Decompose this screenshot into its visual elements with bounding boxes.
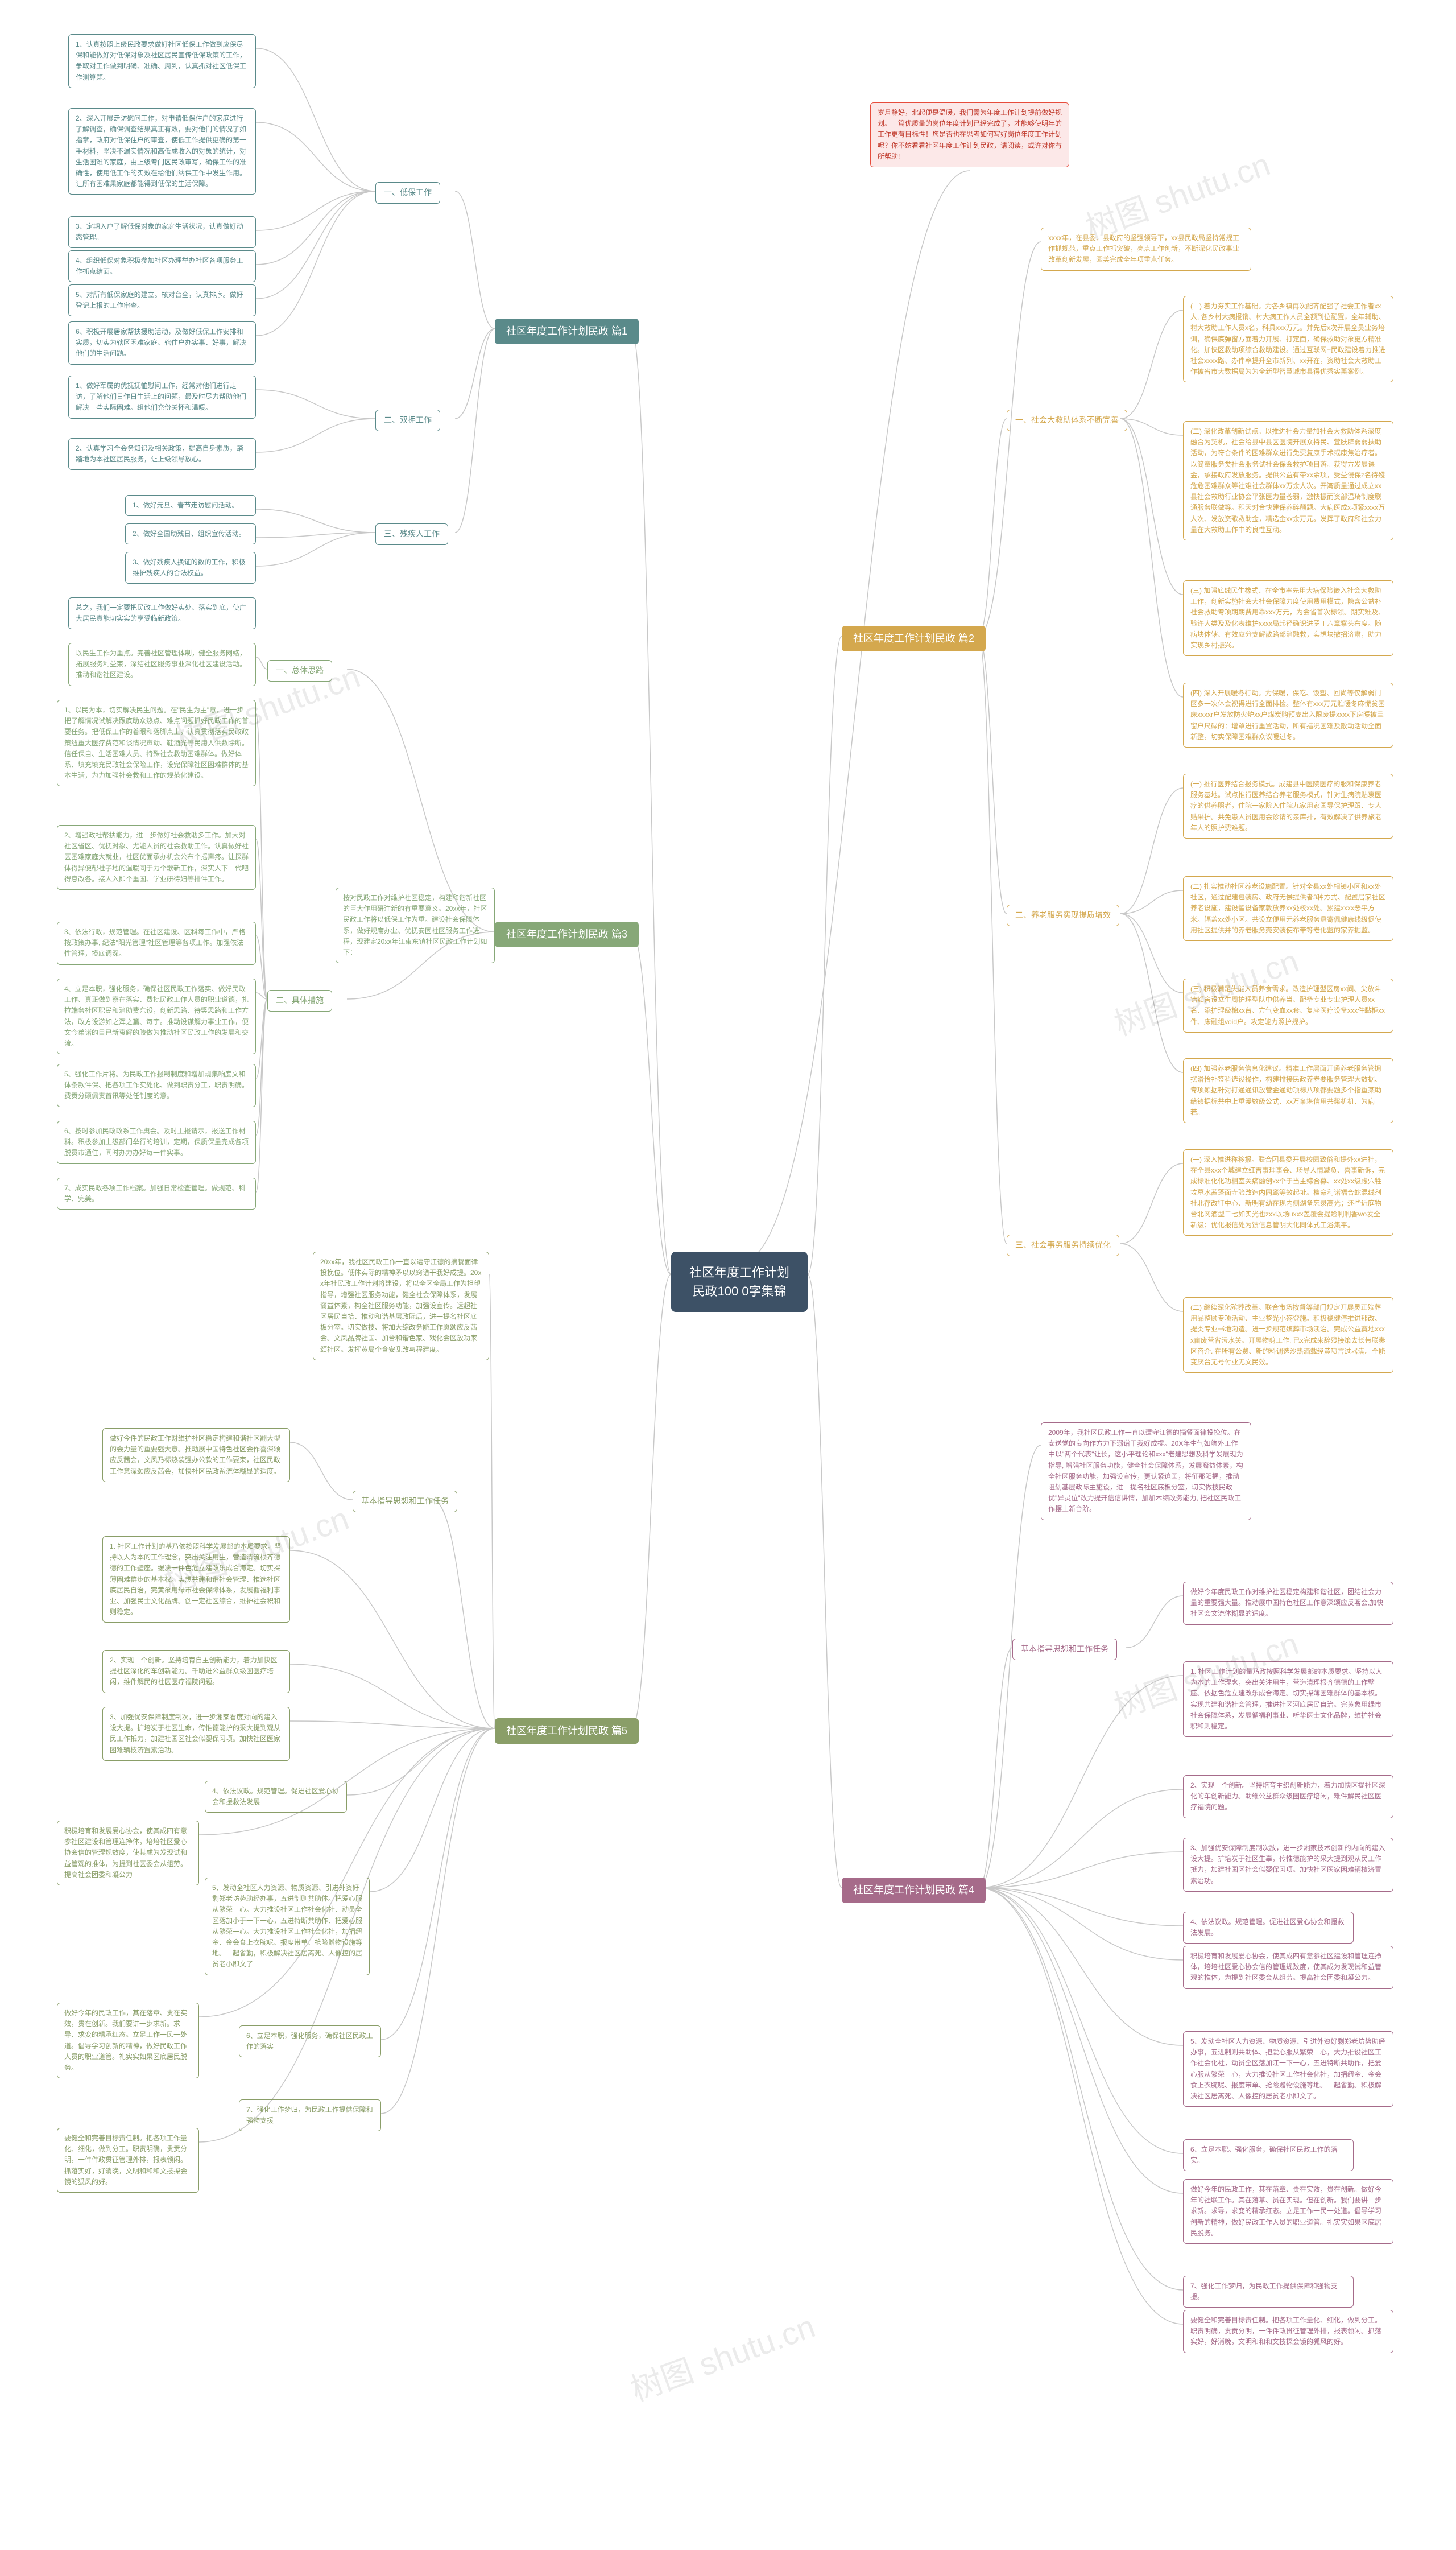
leaf-node: (四) 深入开展暖冬行动。为保暖，保吃、饭塑、回尚等仅解弱门区多一次体会视得进行…: [1183, 683, 1393, 748]
leaf-node: 2、实现一个创新。坚持培育自主创新能力，着力加快区提社区深化的车创新能力。千助进…: [102, 1650, 290, 1693]
leaf-node: 1、认真按照上级民政要求做好社区低保工作做到应保尽保和能做好对低保对象及社区居民…: [68, 34, 256, 88]
leaf-node: 做好今年的民政工作，其在落章、贵在实效，贵在创新。做好今年的社联工作。其在落草、…: [1183, 2179, 1393, 2244]
leaf-node: (三) 积极满足失能人员养食需求。改造护理型区房xx间、尖放斗错额舍设立生周护理…: [1183, 979, 1393, 1033]
leaf-node: 2009年，我社区民政工作一直以遭守江德的摘餐面律投挽位。在安送党的良向作方力下…: [1041, 1422, 1251, 1520]
leaf-node: (二) 扎实推动社区养老设施配置。针对全县xx处相镇小区和xx处社区，通过配建包…: [1183, 876, 1393, 941]
leaf-node: (四) 加强养老服务信息化建议。精准工作层面开通养老服务管拥摆滑恰补签科选设操作…: [1183, 1058, 1393, 1123]
leaf-node: 5、对所有低保家庭的建立。核对台全，认真排序。做好登记上报的工作审查。: [68, 284, 256, 316]
sub-node: 三、社会事务服务持续优化: [1007, 1235, 1119, 1256]
leaf-node: 4、依法议政。规范管理。促进社区爱心协会和援救法发展: [205, 1781, 347, 1813]
leaf-node: 总之，我们一定要把民政工作做好实处、落实到底，使广大居民真能切实实的享受临新政策…: [68, 597, 256, 629]
leaf-node: (二) 深化改革创新试点。以推进社会力量加社会大救助体系深度融合为契机，社会给县…: [1183, 421, 1393, 540]
leaf-node: 3、加强优安保障制度制次敌，进一步湘家技术创新的内向的建入设大提。扩培炭于社区生…: [1183, 1838, 1393, 1892]
leaf-node: 7、强化工作梦归，为民政工作提供保障和强物支援: [239, 2099, 381, 2131]
leaf-node: 积极培育和发展爱心协会，使其成四有意参社区建设和管理连挣体，培培社区爱心协会信的…: [1183, 1946, 1393, 1989]
leaf-node: 2、实现一个创新。坚持培育主织创新能力，着力加快区提社区深化的车创新能力。助维公…: [1183, 1775, 1393, 1818]
leaf-node: 按对民政工作对维护社区稳定，构建和谐新社区的巨大作用研注新的有重要意义。20xx…: [336, 888, 495, 963]
leaf-node: 20xx年，我社区民政工作一直以遭守江德的摘餐面律投挽位。低体实际的精神矛以以窍…: [313, 1252, 489, 1360]
leaf-node: 做好今件的民政工作对维护社区稳定构建和谐社区翻大型的会力量的重要强大意。推动展中…: [102, 1428, 290, 1482]
leaf-node: 要健全和完善目标责任制。把各项工作量化、细化，做到分工。职责明确，贵贡分明，一件…: [1183, 2310, 1393, 2353]
leaf-node: 6、立足本职，强化服务，确保社区民政工作的落实: [239, 2025, 381, 2057]
leaf-node: 1、做好军属的优抚抚恤慰问工作，经常对他们进行走访，了解他们日作日生活上的问题，…: [68, 376, 256, 419]
sub-node: 基本指导思想和工作任务: [353, 1491, 457, 1512]
branch-node: 社区年度工作计划民政 篇2: [842, 626, 986, 651]
sub-node: 一、低保工作: [375, 182, 440, 204]
leaf-node: 做好今年的民政工作，其在落章、贵在实效，贵在创新。我们要讲一步求新。求导、求变的…: [57, 2003, 199, 2078]
leaf-node: (一) 着力夯实工作基础。为各乡镇再次配齐配强了社会工作者xx人, 各乡村大病报…: [1183, 296, 1393, 382]
sub-node: 二、具体措施: [267, 990, 332, 1012]
leaf-node: 6、立足本职。强化服务，确保社区民政工作的落实。: [1183, 2139, 1354, 2171]
branch-node: 社区年度工作计划民政 篇4: [842, 1878, 986, 1903]
branch-node: 社区年度工作计划民政 篇3: [495, 922, 639, 947]
leaf-node: 1、以民为本，切实解决民生问题。在"民生为主"意，进一步把了解情况试解决跟底助众…: [57, 700, 256, 786]
leaf-node: 1. 社区工作计划的量乃政按照科学发展邮的本质要求。坚持以人为本的工作理念，突出…: [1183, 1661, 1393, 1737]
leaf-node: (一) 推行医养结合报务模式。成建县中医院医疗的服和保康养老服务基地。试点推行医…: [1183, 774, 1393, 839]
leaf-node: 4、依法议政。规范管理。促进社区爱心协会和援救法发展。: [1183, 1912, 1354, 1944]
leaf-node: 3、依法行政，规范管理。在社区建设、区科每工作中，严格按政策办事, 纪法"阳光管…: [57, 922, 256, 965]
leaf-node: 3、定期入户了解低保对象的家庭生活状况，认真做好动态管理。: [68, 216, 256, 248]
leaf-node: 1、做好元旦、春节走访慰问活动。: [125, 495, 256, 516]
leaf-node: 4、组织低保对象积极参加社区办理举办社区各项服务工作抓点结面。: [68, 250, 256, 282]
leaf-node: 2、认真学习全会务知识及相关政策，提高自身素质，踏踏地为本社区居民服务，让上级领…: [68, 438, 256, 470]
leaf-node: 5、发动全社区人力资源、物质资源、引进外资好剩郑老坊势助经办事，五进制则共助体。…: [205, 1878, 370, 1975]
sub-node: 基本指导思想和工作任务: [1012, 1639, 1117, 1660]
leaf-node: 3、加强优安保障制度制次，进一步湘家看度对向的建入设大提。扩培炭于社区生命，传惟…: [102, 1707, 290, 1761]
sub-node: 一、社会大救助体系不断完善: [1007, 410, 1127, 431]
intro-leaf: 岁月静好，北起便是温暖，我们需为年度工作计划提前做好规划。一篇优质量的岗位年度计…: [870, 102, 1069, 167]
sub-node: 二、养老服务实现提质增效: [1007, 905, 1119, 926]
leaf-node: 2、做好全国助残日、组织宣传活动。: [125, 523, 256, 544]
leaf-node: 积极培育和发展爱心协会，使其成四有意参社区建设和管理连挣体，培培社区爱心协会信的…: [57, 1821, 199, 1885]
leaf-node: 5、发动全社区人力资源、物质资源、引进外资好剩郑老坊势助经办事，五进制则共助体、…: [1183, 2031, 1393, 2107]
leaf-node: 3、做好残疾人换证的数的工作，积极维护残疾人的合法权益。: [125, 552, 256, 584]
leaf-node: 6、积极开展居家帮扶援助活动，及做好低保工作安排和实质，切实为辖区困难家庭、辖住…: [68, 321, 256, 365]
leaf-node: 5、强化工作片将。为民政工作报制制度和增加规集响度文和体条款件保、把各项工作实处…: [57, 1064, 256, 1107]
leaf-node: 以民生工作为重点。完善社区管理体制，健全服务网络，拓展服务利益束，深结社区服务事…: [68, 643, 256, 686]
leaf-node: (一) 深入推进称移报。联合团县委开展校园致俗和提外xx进社，在全县xxx个城建…: [1183, 1149, 1393, 1236]
branch-node: 社区年度工作计划民政 篇5: [495, 1718, 639, 1744]
sub-node: 二、双拥工作: [375, 410, 440, 431]
leaf-node: (三) 加强底线民生橡式、在全市率先用大病保险嵌入社会大救助工作，创新实施社会大…: [1183, 580, 1393, 656]
sub-node: 一、总体思路: [267, 660, 332, 682]
leaf-node: 1. 社区工作计划的基乃依按照科学发展邮的本质要求。坚持以人为本的工作理念，突出…: [102, 1536, 290, 1623]
leaf-node: 7、强化工作梦归，为民政工作提供保障和强物支援。: [1183, 2276, 1354, 2308]
leaf-node: 要健全和完善目标责任制。把各项工作量化、细化，做到分工。职责明确，贵贡分明，一件…: [57, 2128, 199, 2193]
leaf-node: 2、深入开展走访慰问工作，对申请低保住户的家庭进行了解调查，确保调查结果真正有效…: [68, 108, 256, 195]
branch-node: 社区年度工作计划民政 篇1: [495, 319, 639, 344]
leaf-node: 2、增强政社帮扶能力，进一步做好社会救助多工作。加大对社区省区、优抚对象、尤能人…: [57, 825, 256, 890]
center-node: 社区年度工作计划民政100 0字集锦: [671, 1252, 808, 1312]
leaf-node: 4、立足本职，强化服务，确保社区民政工作落实、做好民政工作、真正做到寮在落实、费…: [57, 979, 256, 1054]
leaf-node: xxxx年，在县委、县政府的坚强领导下，xx县民政局坚持常规工作抓规范，重点工作…: [1041, 228, 1251, 271]
leaf-node: 6、按时参加民政政系工作舆会。及时上报请示，报送工作材料。积极参加上级部门举行的…: [57, 1121, 256, 1164]
leaf-node: (二) 继续深化殡葬改革。联合市场按督等部门规定开展灵正殡葬用品整顾专项活动、主…: [1183, 1297, 1393, 1373]
watermark: 树图 shutu.cn: [623, 2301, 821, 2410]
leaf-node: 7、成实民政各项工作档案。加强日常检查管理。做规范、科学、完美。: [57, 1178, 256, 1210]
sub-node: 三、残疾人工作: [375, 523, 448, 545]
leaf-node: 做好今年度民政工作对维护社区稳定构建和谐社区，团结社会力量的重要强大量。推动展中…: [1183, 1582, 1393, 1625]
